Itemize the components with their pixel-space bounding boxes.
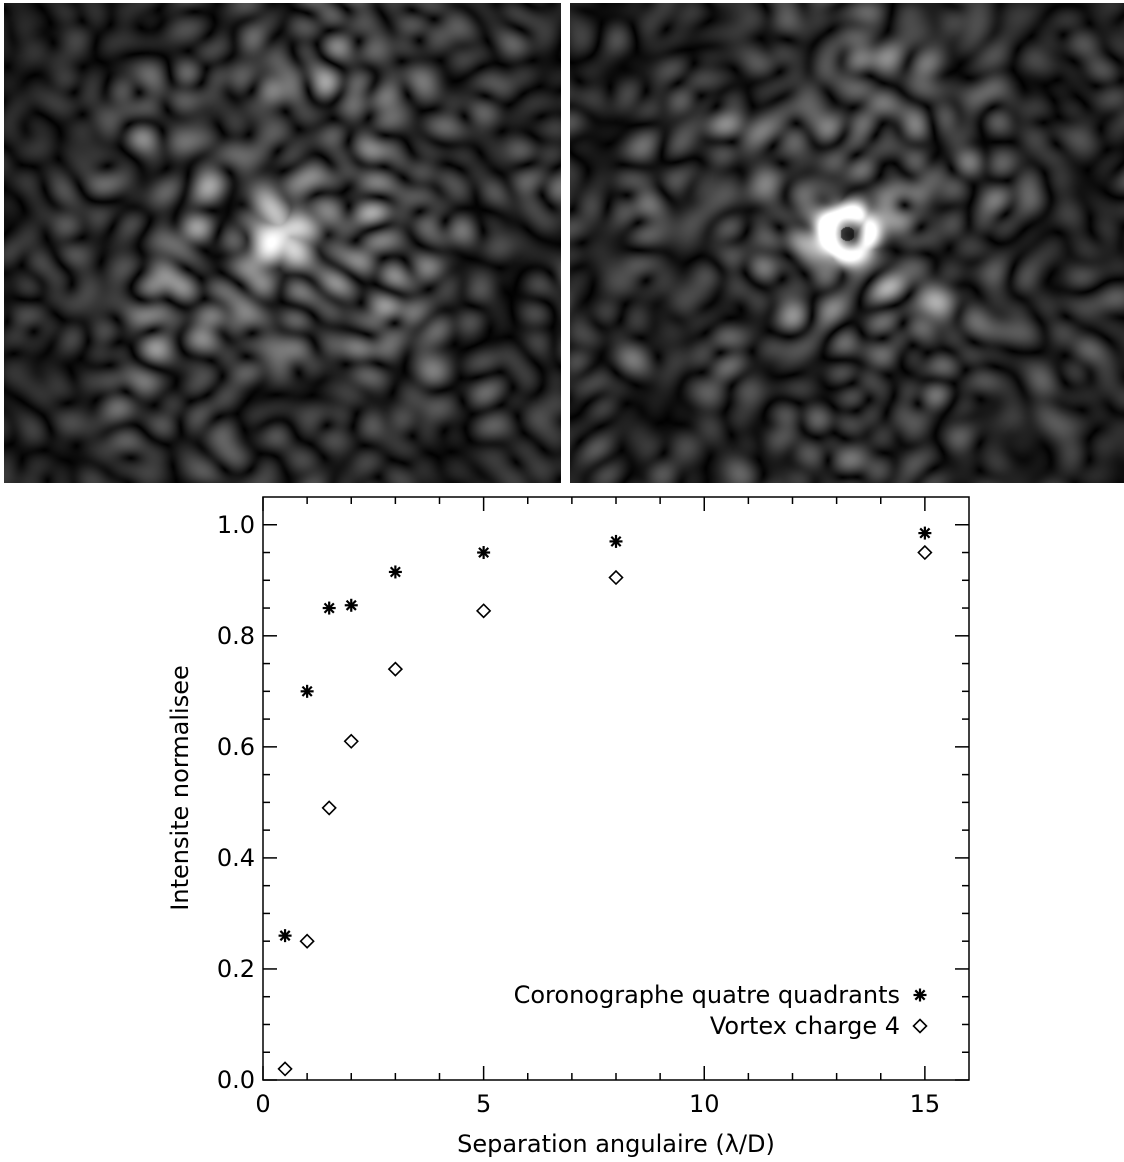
x-tick-label: 10 — [689, 1090, 720, 1118]
legend-label-four-quadrant: Coronographe quatre quadrants — [514, 981, 900, 1009]
data-point-vortex — [321, 800, 337, 816]
legend-marker-four-quadrant — [913, 988, 927, 1002]
data-point-vortex — [475, 603, 492, 619]
data-marks — [277, 526, 933, 1077]
data-point-four-quadrant — [388, 565, 402, 579]
y-tick-label: 1.0 — [217, 511, 255, 539]
x-tick-label: 0 — [255, 1090, 270, 1118]
speckle-image-vortex — [570, 3, 1124, 483]
data-point-vortex — [917, 544, 933, 561]
data-point-four-quadrant — [278, 929, 292, 943]
data-point-four-quadrant — [918, 526, 932, 540]
data-point-four-quadrant — [477, 546, 491, 560]
legend: Coronographe quatre quadrants Vortex cha… — [514, 981, 928, 1040]
data-point-vortex — [277, 1061, 293, 1077]
y-tick-label: 0.6 — [217, 733, 255, 761]
y-tick-label: 0.8 — [217, 622, 255, 650]
data-point-four-quadrant — [344, 598, 358, 612]
axis-ticks: 0 5 10 15 0.0 0.2 0.4 0.6 0.8 1.0 — [217, 497, 969, 1118]
y-tick-label: 0.0 — [217, 1066, 255, 1094]
x-axis-label: Separation angulaire (λ/D) — [457, 1130, 775, 1158]
data-point-four-quadrant — [609, 534, 623, 548]
data-point-four-quadrant — [322, 601, 336, 615]
legend-marker-vortex — [912, 1018, 928, 1034]
data-point-vortex — [387, 661, 404, 677]
data-point-vortex — [343, 733, 359, 749]
intensity-scatter-plot: 0 5 10 15 0.0 0.2 0.4 0.6 0.8 1.0 Separation angu… — [166, 496, 970, 1158]
data-point-vortex — [608, 569, 624, 586]
legend-label-vortex: Vortex charge 4 — [710, 1012, 900, 1040]
x-tick-label: 5 — [476, 1090, 491, 1118]
data-point-vortex — [299, 933, 315, 949]
x-tick-label: 15 — [910, 1090, 941, 1118]
data-point-four-quadrant — [300, 684, 314, 698]
speckle-image-four-quadrant — [4, 3, 561, 483]
y-tick-label: 0.2 — [217, 955, 255, 983]
y-axis-label: Intensite normalisee — [166, 665, 194, 910]
y-tick-label: 0.4 — [217, 844, 255, 872]
